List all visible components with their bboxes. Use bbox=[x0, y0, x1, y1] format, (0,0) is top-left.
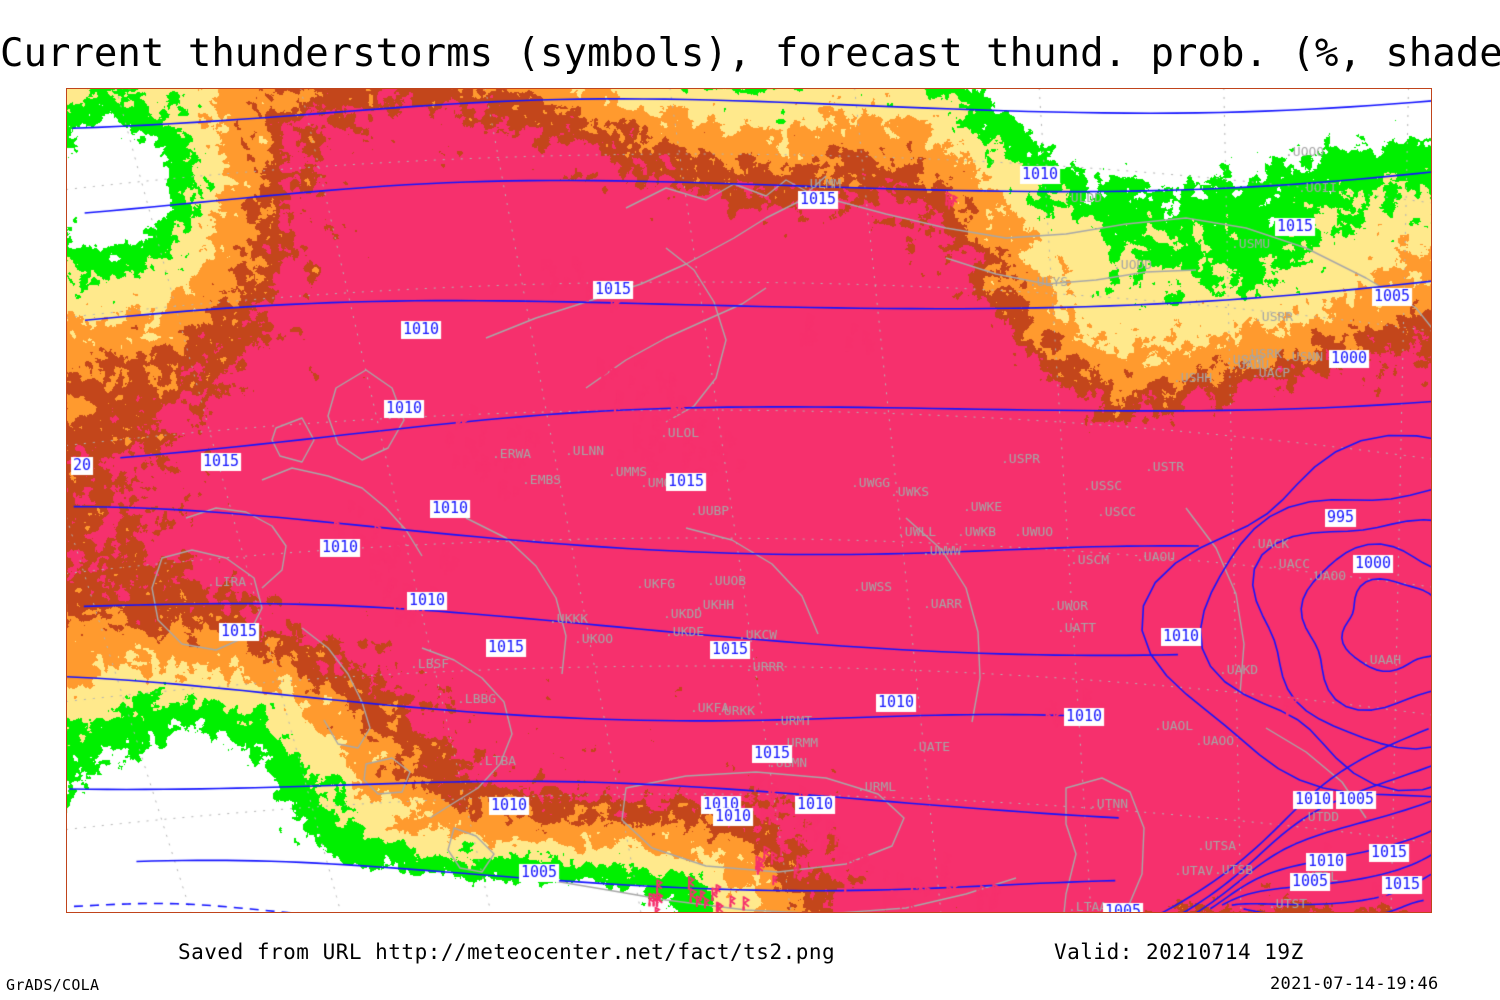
saved-from-url-label: Saved from URL http://meteocenter.net/fa… bbox=[178, 940, 836, 964]
thunderstorm-probability-map[interactable] bbox=[66, 88, 1432, 913]
grads-cola-credit: GrADS/COLA bbox=[6, 976, 100, 994]
render-timestamp: 2021-07-14-19:46 bbox=[1270, 974, 1439, 994]
valid-time-label: Valid: 20210714 19Z bbox=[1054, 940, 1304, 964]
map-plot-area[interactable] bbox=[66, 88, 1432, 913]
page-title: Current thunderstorms (symbols), forecas… bbox=[0, 31, 1500, 76]
